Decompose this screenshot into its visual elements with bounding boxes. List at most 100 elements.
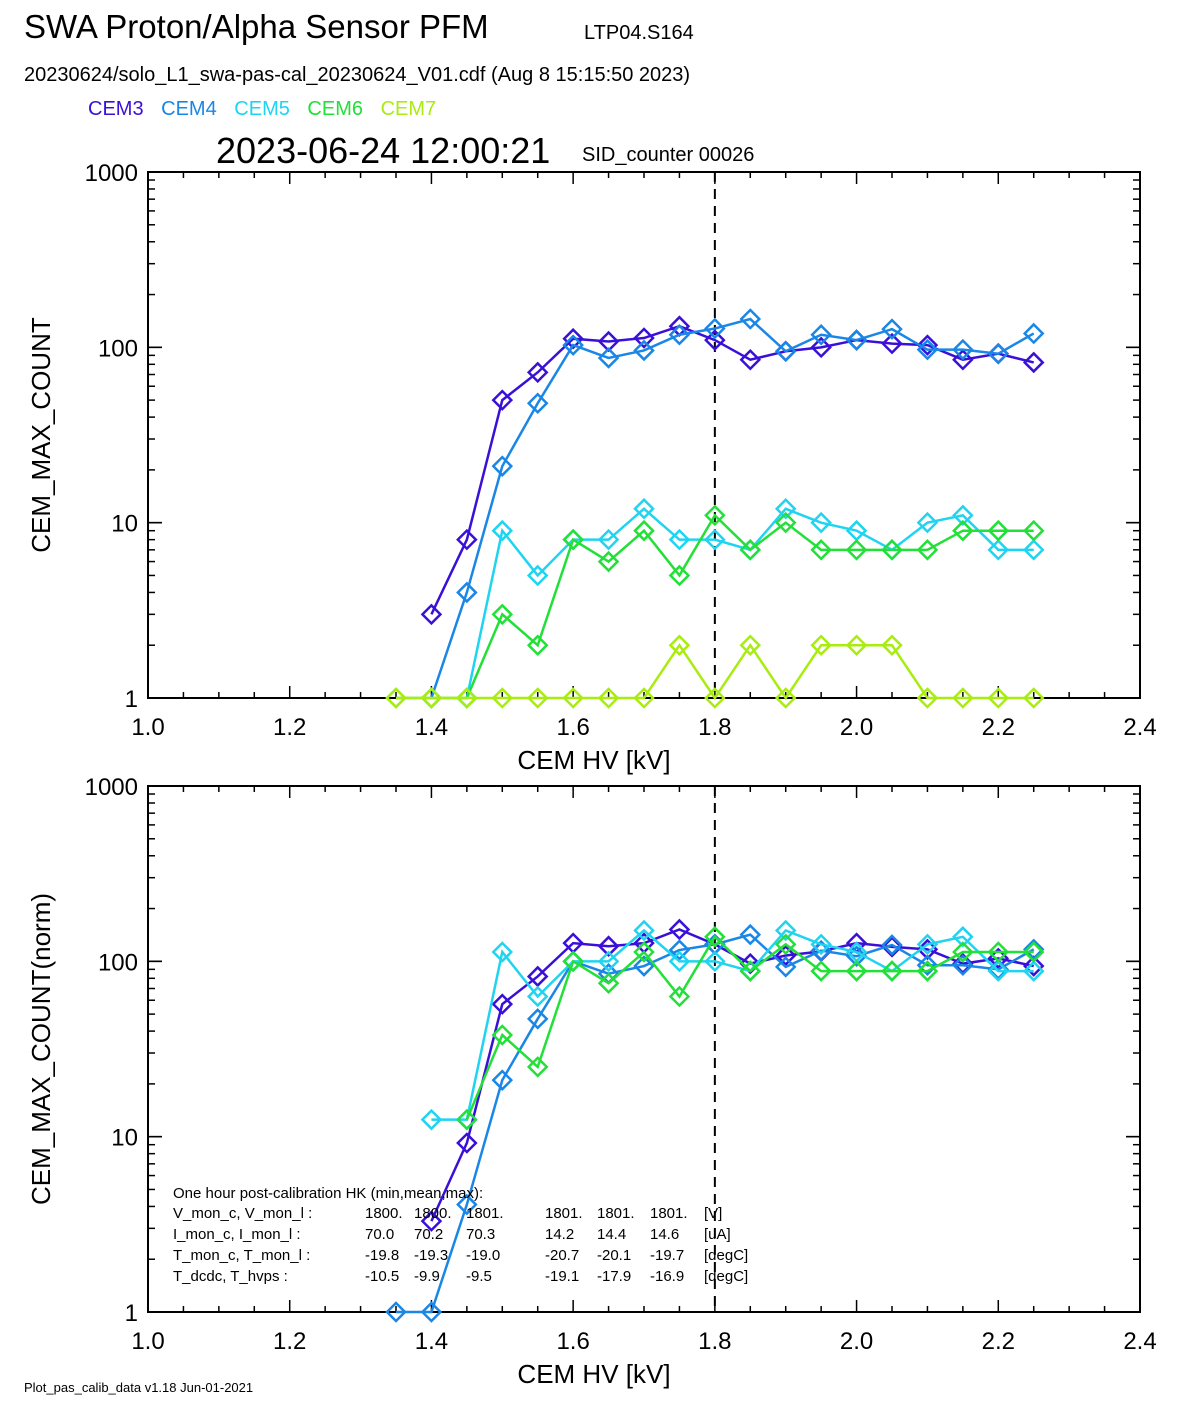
data-point <box>739 634 762 656</box>
legend-entry-cem3: CEM3 <box>88 98 144 120</box>
data-point <box>668 950 691 973</box>
x-tick-label: 2.2 <box>982 714 1015 741</box>
data-point <box>1022 351 1045 374</box>
data-point <box>845 945 868 967</box>
hk-summary: One hour post-calibration HK (min,mean,m… <box>173 1185 748 1285</box>
data-point <box>845 539 868 561</box>
x-axis-title: CEM HV [kV] <box>517 745 670 775</box>
data-point <box>952 687 974 709</box>
data-point <box>668 528 691 551</box>
data-point <box>491 941 514 963</box>
x-tick-label: 1.8 <box>698 1328 731 1355</box>
data-point <box>526 965 549 988</box>
data-point <box>668 634 691 656</box>
y-axis-title: CEM_MAX_COUNT <box>26 317 56 553</box>
hk-v1: -19.8 <box>365 1247 399 1264</box>
data-point <box>810 511 832 534</box>
hk-v1: 1800. <box>365 1205 403 1222</box>
plot-1: 1.0 1.2 1.4 1.6 1.8 2.0 2.2 2.4 1 10 100 1000 CEM HV… <box>26 160 1157 775</box>
x-tick-label: 1.6 <box>556 714 589 741</box>
data-point <box>881 934 903 956</box>
data-point <box>668 564 691 587</box>
data-point <box>774 956 797 978</box>
page-title: SWA Proton/Alpha Sensor PFM <box>24 8 489 45</box>
data-point <box>774 511 797 534</box>
hk-v5: -17.9 <box>597 1268 631 1285</box>
hk-label: V_mon_c, V_mon_l : <box>173 1205 312 1222</box>
data-point <box>987 941 1010 963</box>
data-point <box>633 687 655 709</box>
data-point <box>881 539 903 561</box>
hk-label: T_dcdc, T_hvps : <box>173 1268 288 1285</box>
x-tick-label: 2.4 <box>1123 1328 1156 1355</box>
x-tick-label: 1.4 <box>415 1328 448 1355</box>
hk-v1: -10.5 <box>365 1268 399 1285</box>
series-cem6 <box>456 926 1045 1131</box>
data-point <box>739 923 762 946</box>
data-point <box>739 308 762 330</box>
data-point <box>987 687 1010 709</box>
data-point <box>774 340 797 363</box>
hk-v2: -19.3 <box>414 1247 448 1264</box>
data-point <box>633 339 655 362</box>
data-point <box>420 603 443 626</box>
data-point <box>704 926 726 948</box>
data-point <box>491 993 514 1015</box>
hk-v4: -20.7 <box>545 1247 579 1264</box>
hk-v4: 1801. <box>545 1205 583 1222</box>
data-point <box>633 919 655 942</box>
hk-v6: 1801. <box>650 1205 688 1222</box>
data-point <box>952 519 974 542</box>
data-point <box>1022 955 1045 977</box>
data-point <box>668 985 691 1008</box>
hk-v2: -9.9 <box>414 1268 440 1285</box>
data-point <box>562 528 584 551</box>
hk-v3: -9.5 <box>466 1268 492 1285</box>
data-point <box>952 338 974 361</box>
data-point <box>704 317 726 340</box>
data-point <box>952 954 974 977</box>
y-tick-label: 100 <box>98 949 138 976</box>
data-point <box>774 919 797 942</box>
data-point <box>774 687 797 709</box>
x-tick-label: 2.2 <box>982 1328 1015 1355</box>
x-tick-label: 2.0 <box>840 714 873 741</box>
data-point <box>456 528 478 551</box>
data-point <box>916 687 939 709</box>
data-point <box>526 564 549 587</box>
timestamp: 2023-06-24 12:00:21 <box>216 130 551 171</box>
series-cem7 <box>385 634 1045 709</box>
data-point <box>704 528 726 551</box>
hk-v3: -19.0 <box>466 1247 500 1264</box>
y-axis-title: CEM_MAX_COUNT(norm) <box>26 893 56 1205</box>
hk-v4: -19.1 <box>545 1268 579 1285</box>
hk-v3: 70.3 <box>466 1226 495 1243</box>
data-point <box>952 504 974 527</box>
data-point <box>987 960 1010 982</box>
data-point <box>739 952 762 975</box>
hk-unit: [uA] <box>704 1226 731 1243</box>
x-tick-label: 1.2 <box>273 1328 306 1355</box>
data-point <box>774 933 797 956</box>
plot-2: 1.0 1.2 1.4 1.6 1.8 2.0 2.2 2.4 1 10 100 1000 CEM HV… <box>26 774 1157 1389</box>
x-tick-label: 1.8 <box>698 714 731 741</box>
data-point <box>491 455 514 477</box>
data-point <box>668 939 691 961</box>
data-point <box>668 323 691 346</box>
data-point <box>491 1024 514 1046</box>
hk-v1: 70.0 <box>365 1226 394 1243</box>
legend-entry-cem7: CEM7 <box>380 98 437 120</box>
data-point <box>526 985 549 1008</box>
data-point <box>916 933 939 956</box>
hk-v5: 14.4 <box>597 1226 626 1243</box>
data-point <box>526 392 549 414</box>
series-line <box>396 642 1034 701</box>
data-point <box>810 634 832 656</box>
hk-unit: [degC] <box>704 1247 748 1264</box>
data-point <box>774 498 797 520</box>
hk-v3: 1801. <box>466 1205 504 1222</box>
data-point <box>845 329 868 351</box>
data-point <box>952 348 974 371</box>
data-point <box>597 935 620 957</box>
